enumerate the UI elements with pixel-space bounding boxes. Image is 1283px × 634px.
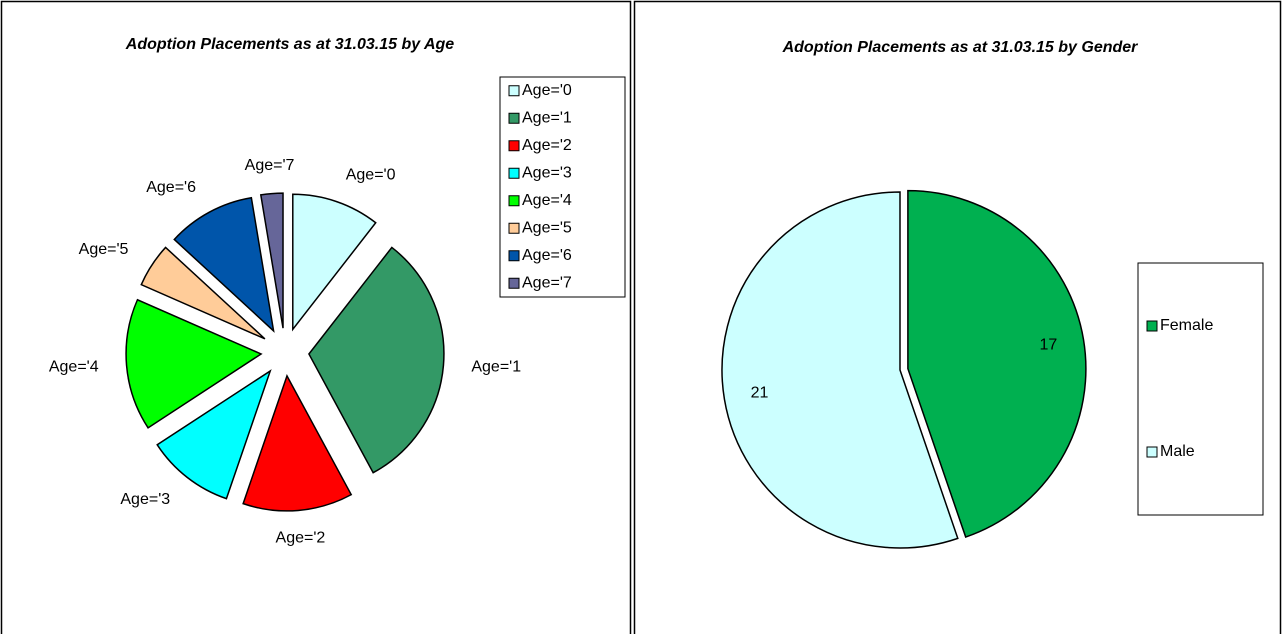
legend-label: Age='1	[522, 109, 572, 126]
legend-label: Age='2	[522, 137, 572, 154]
legend-swatch	[508, 85, 520, 97]
legend-box	[1137, 262, 1264, 516]
data-label: Age='5	[79, 241, 129, 258]
data-label: Age='1	[471, 359, 521, 376]
legend-swatch	[508, 222, 520, 234]
chart-title: Adoption Placements as at 31.03.15 by Ag…	[125, 36, 455, 53]
pie-slice	[259, 192, 284, 329]
legend-swatch	[508, 250, 520, 262]
data-label: Age='6	[146, 179, 196, 196]
legend-label: Age='0	[522, 82, 572, 99]
data-label: Age='4	[49, 359, 99, 376]
pie-slice	[156, 369, 272, 500]
pie-slice	[308, 246, 445, 474]
data-label: 17	[1039, 336, 1057, 353]
panel-border	[633, 0, 1282, 634]
legend-label: Male	[1160, 443, 1195, 460]
legend-swatch	[1146, 446, 1158, 458]
data-label: Age='7	[245, 157, 295, 174]
pie-slice	[173, 196, 275, 333]
legend-label: Age='6	[522, 247, 572, 264]
pie-slice	[721, 191, 959, 549]
legend-label: Age='7	[522, 274, 572, 291]
legend-label: Age='5	[522, 219, 572, 236]
legend-swatch	[1146, 320, 1158, 332]
panel-border	[0, 0, 632, 634]
data-label: Age='3	[120, 491, 170, 508]
data-label: Age='0	[346, 166, 396, 183]
legend-swatch	[508, 140, 520, 152]
legend-label: Age='4	[522, 192, 572, 209]
legend-swatch	[508, 112, 520, 124]
pie-slice	[907, 189, 1087, 538]
legend-swatch	[508, 195, 520, 207]
pie-slice	[140, 246, 266, 340]
legend-swatch	[508, 277, 520, 289]
chart-title: Adoption Placements as at 31.03.15 by Ge…	[782, 39, 1139, 56]
legend-box	[499, 76, 626, 298]
legend-label: Age='3	[522, 164, 572, 181]
pie-slice	[242, 374, 353, 512]
data-label: Age='2	[276, 530, 326, 547]
legend-swatch	[508, 167, 520, 179]
data-label: 21	[751, 385, 769, 402]
pie-slice	[125, 298, 263, 429]
pie-slice	[292, 193, 377, 332]
legend-label: Female	[1160, 317, 1213, 334]
